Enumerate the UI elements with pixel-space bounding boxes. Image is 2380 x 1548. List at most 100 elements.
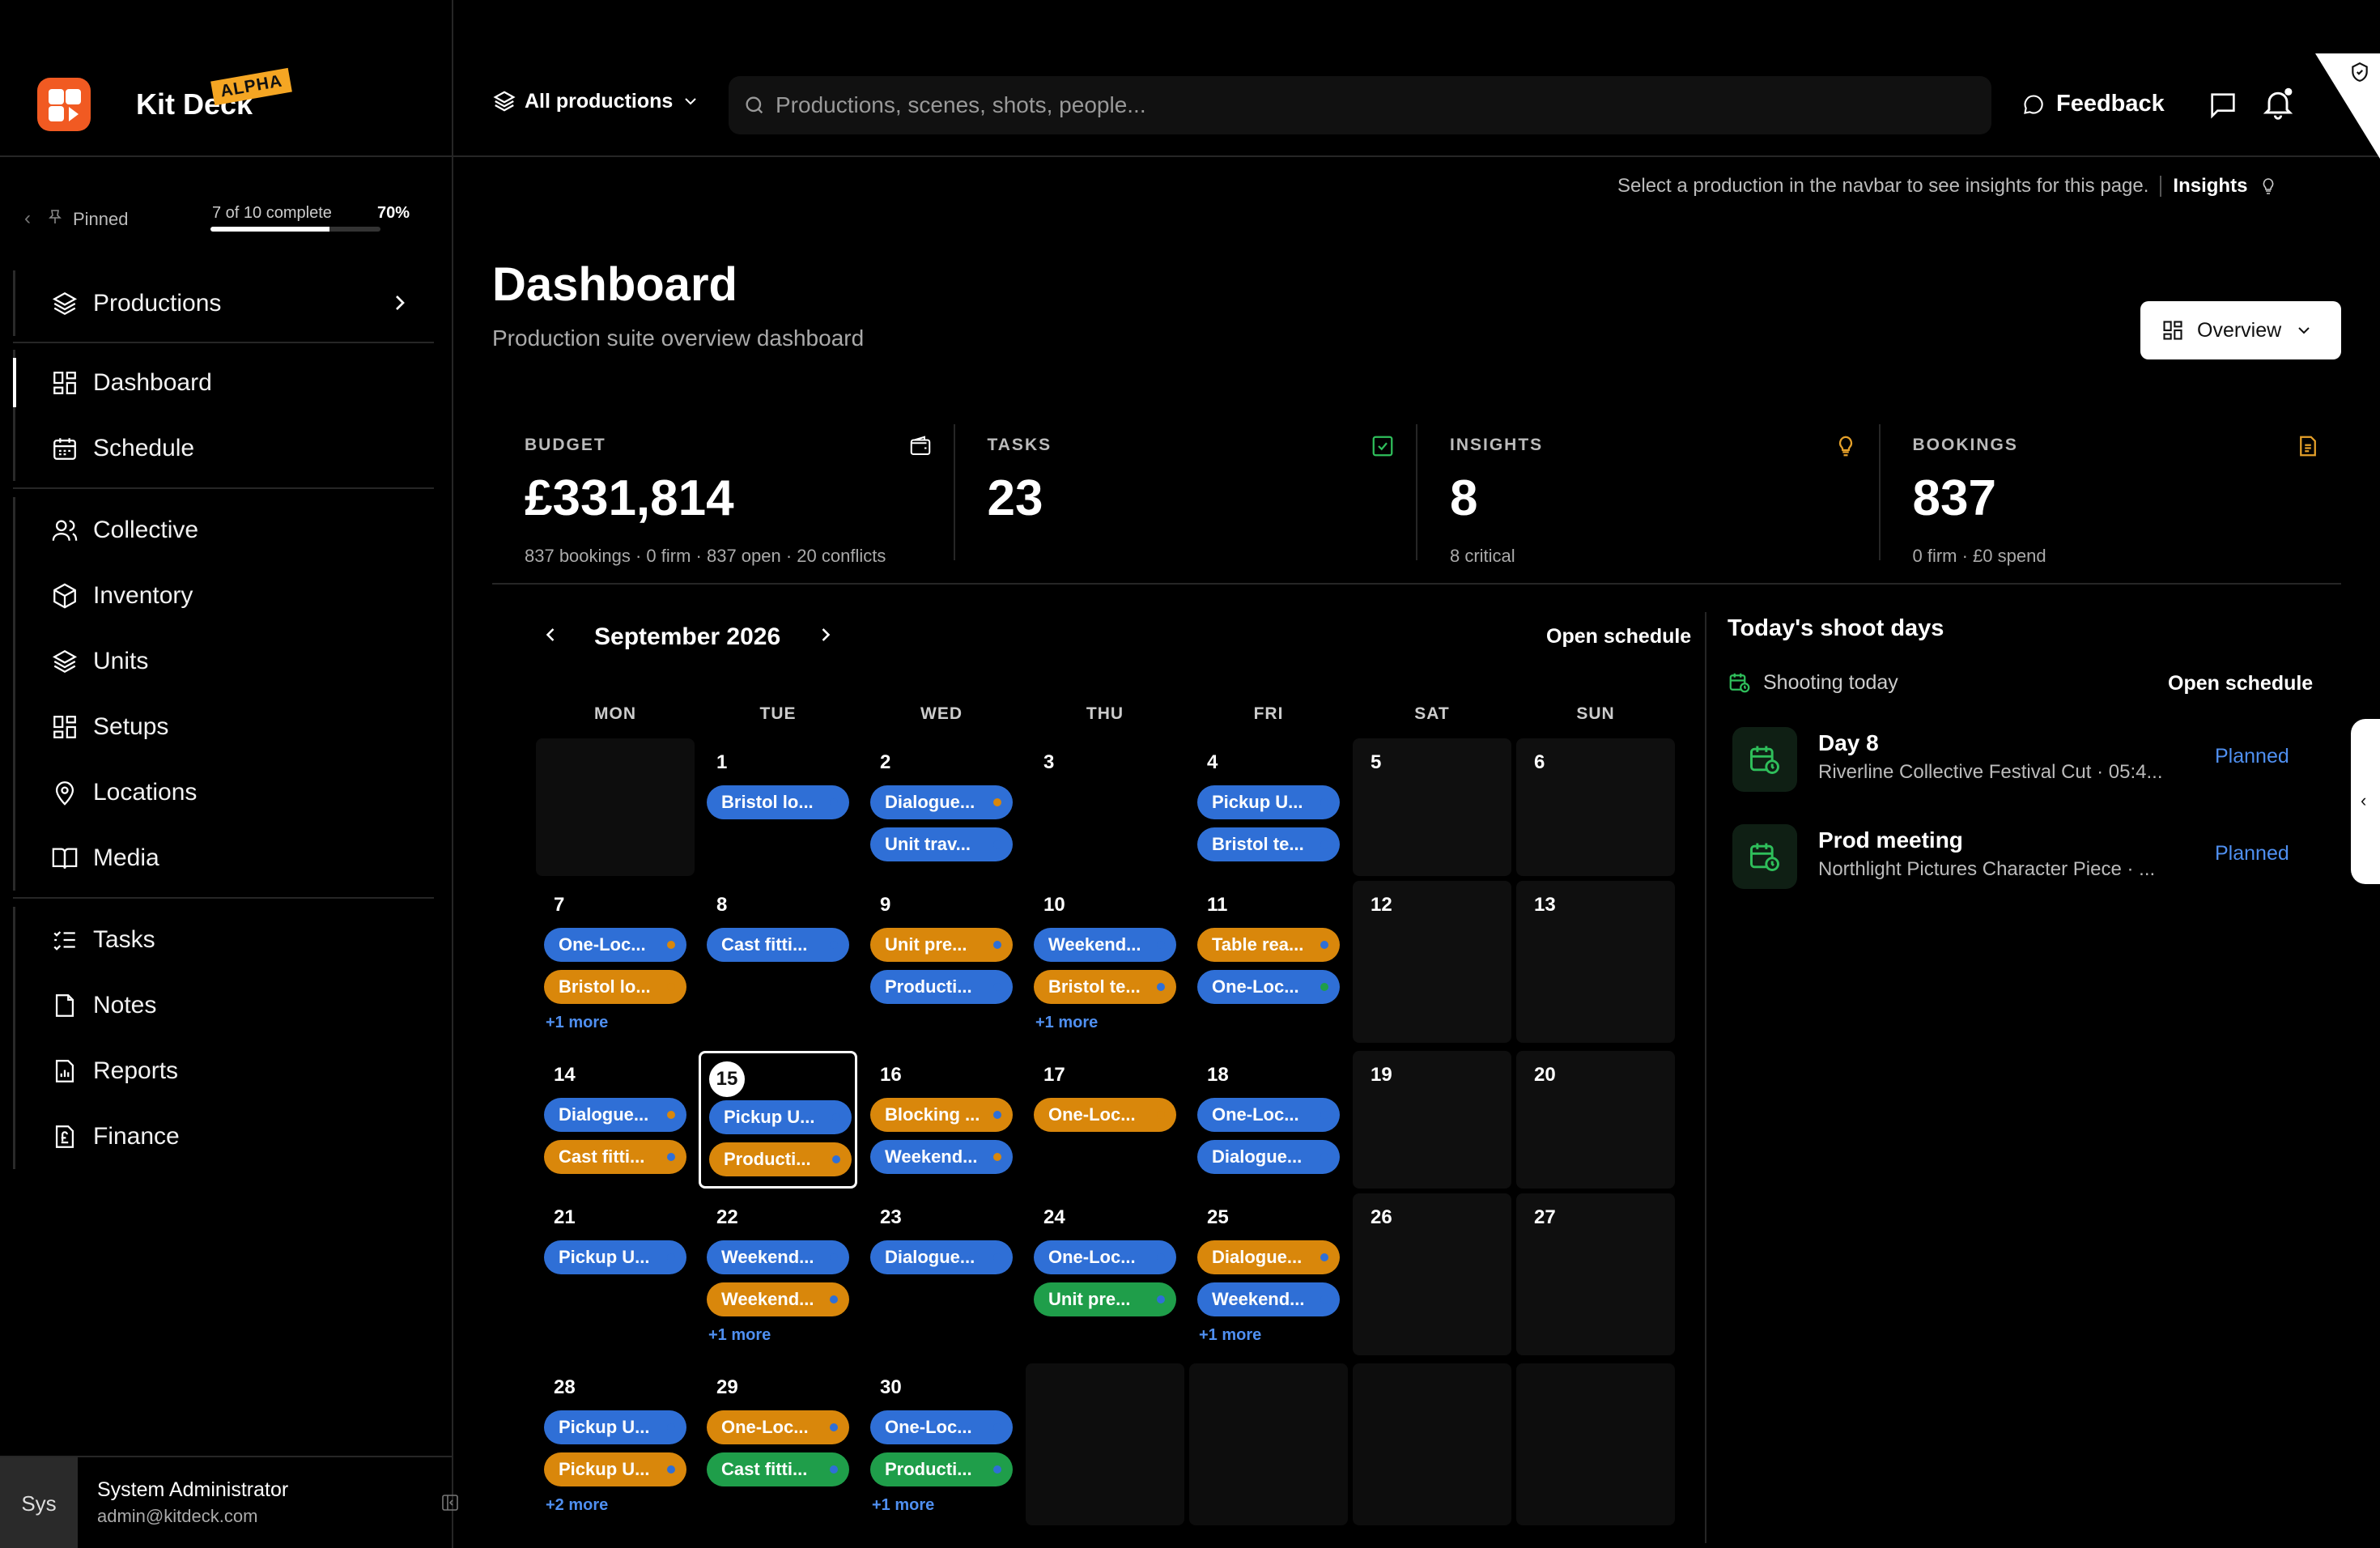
calendar-day[interactable]: 23 Dialogue... — [862, 1193, 1021, 1355]
calendar-day[interactable]: 22 Weekend... Weekend... +1 more — [699, 1193, 857, 1355]
calendar-day[interactable]: 25 Dialogue... Weekend... +1 more — [1189, 1193, 1348, 1355]
more-events-link[interactable]: +1 more — [1035, 1014, 1099, 1031]
shield-icon[interactable] — [2349, 62, 2370, 83]
calendar-event[interactable]: Producti... — [870, 1452, 1013, 1486]
calendar-event[interactable]: Weekend... — [1197, 1282, 1340, 1316]
calendar-event[interactable]: Dialogue... — [544, 1098, 686, 1132]
calendar-day[interactable]: 3 — [1026, 738, 1184, 876]
sidebar-item-collective[interactable]: Collective — [15, 497, 434, 563]
calendar-event[interactable]: One-Loc... — [870, 1410, 1013, 1444]
sidebar-item-finance[interactable]: Finance — [15, 1104, 434, 1169]
calendar-event[interactable]: Weekend... — [1034, 928, 1176, 962]
side-panel-toggle[interactable]: ‹ — [2351, 719, 2380, 884]
sidebar-item-media[interactable]: Media — [15, 825, 434, 891]
calendar-day[interactable]: 9 Unit pre... Producti... — [862, 881, 1021, 1043]
sidebar-item-setups[interactable]: Setups — [15, 694, 434, 759]
calendar-event[interactable]: Producti... — [709, 1142, 852, 1176]
calendar-event[interactable]: Dialogue... — [870, 1240, 1013, 1274]
calendar-event[interactable]: Bristol lo... — [544, 970, 686, 1004]
calendar-day[interactable]: 8 Cast fitti... — [699, 881, 857, 1043]
calendar-day[interactable]: 24 One-Loc... Unit pre... — [1026, 1193, 1184, 1355]
calendar-day[interactable]: 6 — [1516, 738, 1675, 876]
calendar-day[interactable]: 19 — [1353, 1051, 1511, 1189]
more-events-link[interactable]: +1 more — [546, 1014, 609, 1031]
open-schedule-link[interactable]: Open schedule — [1546, 625, 1692, 648]
sidebar-item-units[interactable]: Units — [15, 628, 434, 694]
calendar-day[interactable]: 5 — [1353, 738, 1511, 876]
user-profile[interactable]: Sys System Administrator admin@kitdeck.c… — [0, 1456, 458, 1548]
sidebar-item-productions[interactable]: Productions — [15, 270, 434, 336]
calendar-day[interactable]: 4 Pickup U... Bristol te... — [1189, 738, 1348, 876]
calendar-event[interactable]: Dialogue... — [1197, 1240, 1340, 1274]
more-events-link[interactable]: +1 more — [1199, 1326, 1262, 1344]
messages-icon[interactable] — [2207, 89, 2239, 121]
calendar-day[interactable]: 17 One-Loc... — [1026, 1051, 1184, 1189]
stat-card-bookings[interactable]: BOOKINGS 837 0 firm · £0 spend — [1881, 424, 2342, 566]
calendar-event[interactable]: Cast fitti... — [707, 1452, 849, 1486]
chevron-left-icon[interactable]: ‹ — [24, 207, 31, 229]
shoot-day-item[interactable]: Prod meeting Northlight Pictures Charact… — [1732, 818, 2323, 895]
calendar-event[interactable]: One-Loc... — [1034, 1098, 1176, 1132]
calendar-event[interactable]: Pickup U... — [544, 1240, 686, 1274]
sidebar-item-inventory[interactable]: Inventory — [15, 563, 434, 628]
calendar-day[interactable]: 28 Pickup U... Pickup U... +2 more — [536, 1363, 695, 1525]
calendar-event[interactable]: Table rea... — [1197, 928, 1340, 962]
kit-deck-logo[interactable] — [37, 78, 91, 131]
calendar-event[interactable]: One-Loc... — [707, 1410, 849, 1444]
calendar-event[interactable]: Pickup U... — [709, 1100, 852, 1134]
calendar-day[interactable]: 13 — [1516, 881, 1675, 1043]
feedback-button[interactable]: Feedback — [2022, 91, 2165, 117]
bell-icon[interactable] — [2260, 86, 2296, 121]
calendar-event[interactable]: Pickup U... — [1197, 785, 1340, 819]
calendar-day[interactable]: 20 — [1516, 1051, 1675, 1189]
calendar-event[interactable]: Weekend... — [707, 1240, 849, 1274]
calendar-day[interactable]: 21 Pickup U... — [536, 1193, 695, 1355]
more-events-link[interactable]: +2 more — [546, 1496, 609, 1514]
previous-month-button[interactable] — [539, 623, 562, 646]
shoot-day-item[interactable]: Day 8 Riverline Collective Festival Cut … — [1732, 721, 2323, 798]
calendar-event[interactable]: One-Loc... — [1197, 970, 1340, 1004]
calendar-event[interactable]: Blocking ... — [870, 1098, 1013, 1132]
collapse-sidebar-icon[interactable] — [440, 1493, 460, 1512]
calendar-event[interactable]: Weekend... — [707, 1282, 849, 1316]
calendar-day[interactable]: 1 Bristol lo... — [699, 738, 857, 876]
calendar-event[interactable]: One-Loc... — [1197, 1098, 1340, 1132]
calendar-event[interactable]: Pickup U... — [544, 1452, 686, 1486]
calendar-event[interactable]: One-Loc... — [1034, 1240, 1176, 1274]
calendar-event[interactable]: Cast fitti... — [544, 1140, 686, 1174]
calendar-event[interactable]: Cast fitti... — [707, 928, 849, 962]
calendar-day[interactable]: 27 — [1516, 1193, 1675, 1355]
calendar-event[interactable]: One-Loc... — [544, 928, 686, 962]
calendar-day-today[interactable]: 15 Pickup U... Producti... — [699, 1051, 857, 1189]
calendar-day[interactable]: 2 Dialogue... Unit trav... — [862, 738, 1021, 876]
stat-card-budget[interactable]: BUDGET £331,814 837 bookings · 0 firm · … — [492, 424, 955, 566]
more-events-link[interactable]: +1 more — [872, 1496, 935, 1514]
calendar-day[interactable]: 11 Table rea... One-Loc... — [1189, 881, 1348, 1043]
calendar-day[interactable]: 26 — [1353, 1193, 1511, 1355]
calendar-event[interactable]: Producti... — [870, 970, 1013, 1004]
next-month-button[interactable] — [814, 623, 837, 646]
more-events-link[interactable]: +1 more — [708, 1326, 771, 1344]
calendar-event[interactable]: Unit trav... — [870, 827, 1013, 861]
insights-link[interactable]: Insights — [2173, 175, 2248, 197]
sidebar-item-notes[interactable]: Notes — [15, 972, 434, 1038]
stat-card-insights[interactable]: INSIGHTS 8 8 critical — [1417, 424, 1881, 566]
search-input[interactable] — [776, 76, 1974, 134]
calendar-event[interactable]: Weekend... — [870, 1140, 1013, 1174]
sidebar-item-tasks[interactable]: Tasks — [15, 907, 434, 972]
stat-card-tasks[interactable]: TASKS 23 — [955, 424, 1417, 560]
calendar-day[interactable]: 18 One-Loc... Dialogue... — [1189, 1051, 1348, 1189]
sidebar-item-dashboard[interactable]: Dashboard — [13, 350, 434, 415]
calendar-event[interactable]: Unit pre... — [870, 928, 1013, 962]
calendar-day[interactable]: 30 One-Loc... Producti... +1 more — [862, 1363, 1021, 1525]
sidebar-item-reports[interactable]: Reports — [15, 1038, 434, 1104]
calendar-event[interactable]: Bristol te... — [1197, 827, 1340, 861]
view-selector-button[interactable]: Overview — [2140, 301, 2341, 359]
calendar-day[interactable]: 12 — [1353, 881, 1511, 1043]
sidebar-item-schedule[interactable]: Schedule — [15, 415, 434, 481]
calendar-day[interactable]: 14 Dialogue... Cast fitti... — [536, 1051, 695, 1189]
pinned-row[interactable]: ‹ Pinned 7 of 10 complete 70% — [24, 202, 429, 235]
calendar-event[interactable]: Bristol te... — [1034, 970, 1176, 1004]
calendar-event[interactable]: Bristol lo... — [707, 785, 849, 819]
calendar-day[interactable]: 29 One-Loc... Cast fitti... — [699, 1363, 857, 1525]
